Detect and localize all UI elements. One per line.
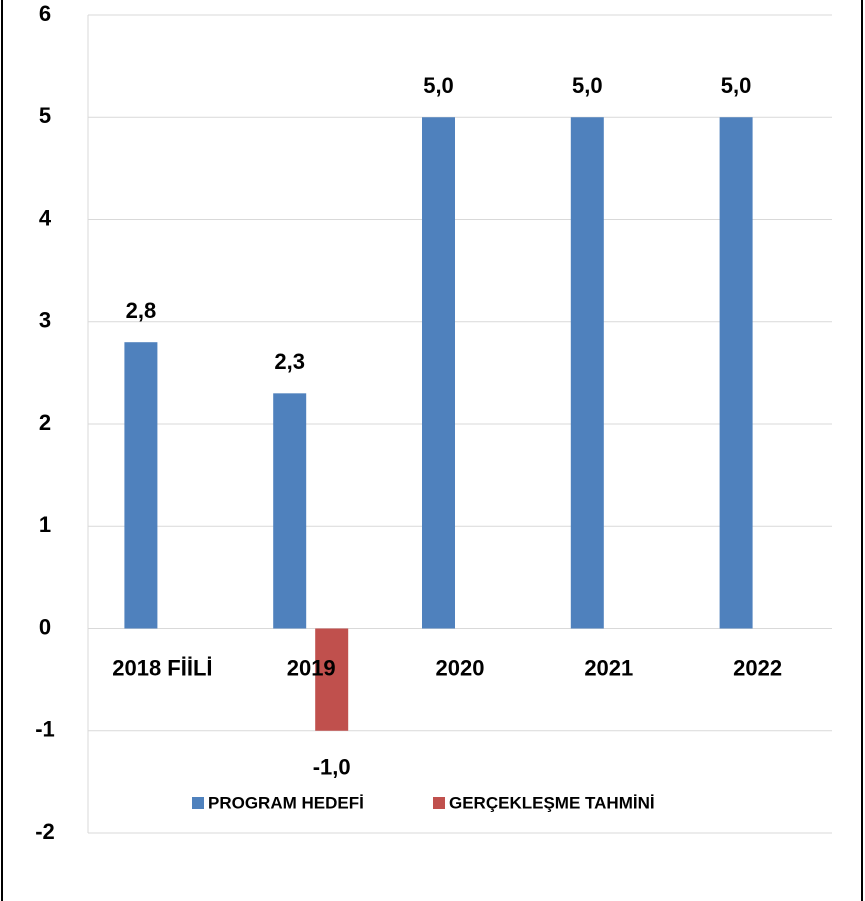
bar — [273, 393, 307, 629]
y-tick-label: 1 — [39, 512, 51, 537]
legend-text: PROGRAM HEDEFİ — [208, 793, 364, 812]
bar — [315, 628, 349, 731]
y-tick-label: 3 — [39, 308, 51, 333]
bar — [570, 117, 604, 629]
data-label: 5,0 — [721, 73, 752, 98]
y-tick-label: -1 — [35, 717, 55, 742]
data-label: -1,0 — [313, 755, 351, 780]
x-tick-label: 2020 — [436, 655, 485, 680]
x-tick-label: 2022 — [733, 655, 782, 680]
legend-text: GERÇEKLEŞME TAHMİNİ — [449, 793, 655, 812]
bar — [124, 342, 158, 629]
legend-swatch — [192, 797, 204, 809]
x-tick-label: 2019 — [287, 655, 336, 680]
data-label: 2,3 — [274, 349, 305, 374]
y-tick-label: 0 — [39, 614, 51, 639]
y-tick-label: 5 — [39, 103, 51, 128]
x-tick-label: 2021 — [584, 655, 633, 680]
x-tick-label: 2018 FİİLİ — [112, 655, 212, 680]
bar — [422, 117, 455, 629]
y-tick-label: 2 — [39, 410, 51, 435]
y-tick-label: -2 — [35, 819, 55, 844]
data-label: 5,0 — [572, 73, 603, 98]
y-tick-label: 4 — [39, 205, 52, 230]
legend-swatch — [433, 797, 445, 809]
data-label: 5,0 — [423, 73, 454, 98]
y-tick-label: 6 — [39, 1, 51, 26]
data-label: 2,8 — [126, 298, 157, 323]
bar — [719, 117, 753, 629]
